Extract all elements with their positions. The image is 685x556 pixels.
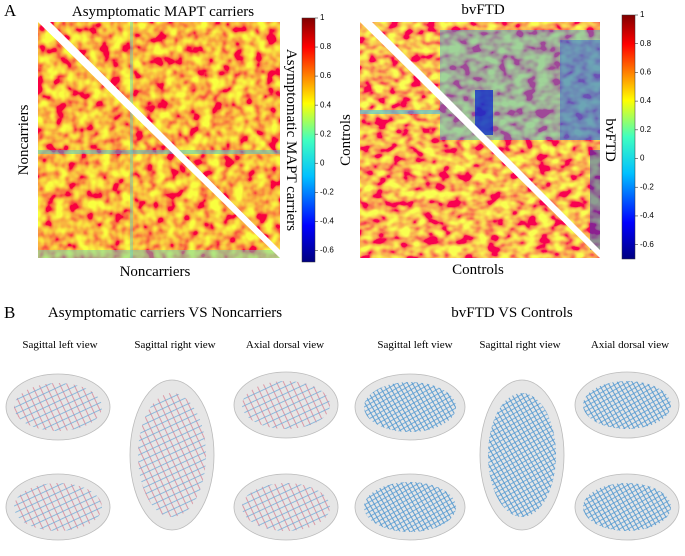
view-label: Sagittal left view xyxy=(377,339,452,351)
matrix-bottom-label: Noncarriers xyxy=(120,264,191,280)
colorbar-tick-label: -0.2 xyxy=(320,187,334,196)
heatmap xyxy=(360,22,600,258)
matrix-right-label: bvFTD xyxy=(602,118,618,162)
colorbar-tick-label: 0.8 xyxy=(640,39,652,48)
colorbar-tick-label: 0 xyxy=(640,154,645,163)
colorbar-tick-label: -0.6 xyxy=(320,245,334,254)
colorbar-tick-label: 0.6 xyxy=(320,71,332,80)
matrix-title: bvFTD xyxy=(461,2,505,18)
colorbar-tick-label: 0 xyxy=(320,158,325,167)
colorbar-tick-label: 1 xyxy=(320,13,325,22)
group-title: bvFTD VS Controls xyxy=(451,305,573,321)
matrix-bottom-label: Controls xyxy=(452,262,504,278)
colorbar-tick-label: 0.8 xyxy=(320,42,332,51)
matrix-right-label: Asymptomatic MAPT carriers xyxy=(283,49,299,231)
colorbar-tick-label: 0.4 xyxy=(640,96,652,105)
heatmap xyxy=(38,22,280,258)
panel-label: A xyxy=(4,1,17,20)
colorbar-tick-label: 0.4 xyxy=(320,100,332,109)
colorbar-tick-label: -0.2 xyxy=(640,182,654,191)
colorbar-tick-label: 0.2 xyxy=(640,125,652,134)
colorbar-tick-label: -0.6 xyxy=(640,240,654,249)
view-label: Axial dorsal view xyxy=(246,339,324,351)
view-label: Axial dorsal view xyxy=(591,339,669,351)
colorbar xyxy=(621,14,636,260)
colorbar-tick-label: -0.4 xyxy=(640,211,654,220)
colorbar-tick-label: -0.4 xyxy=(320,216,334,225)
matrix-left-label: Noncarriers xyxy=(16,104,32,175)
view-label: Sagittal right view xyxy=(134,339,215,351)
view-label: Sagittal left view xyxy=(22,339,97,351)
matrix-left-label: Controls xyxy=(338,114,354,166)
colorbar xyxy=(301,17,316,263)
colorbar-tick-label: 1 xyxy=(640,10,645,19)
matrix-title: Asymptomatic MAPT carriers xyxy=(72,4,254,20)
colorbar-tick-label: 0.2 xyxy=(320,129,332,138)
brain-renderings xyxy=(5,371,680,541)
colorbar-tick-label: 0.6 xyxy=(640,68,652,77)
view-label: Sagittal right view xyxy=(479,339,560,351)
panel-label: B xyxy=(4,303,15,322)
group-title: Asymptomatic carriers VS Noncarriers xyxy=(48,305,282,321)
